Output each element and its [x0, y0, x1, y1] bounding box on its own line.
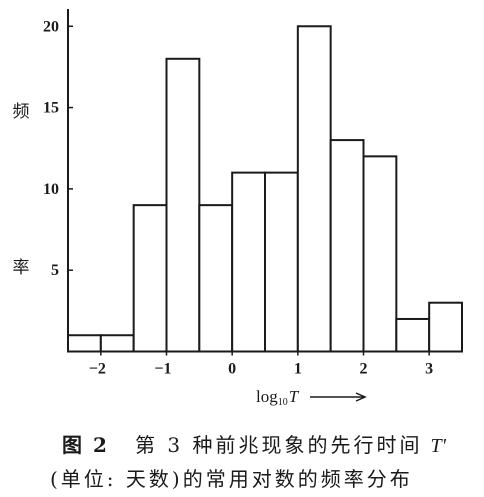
histogram-bar	[132, 204, 168, 353]
histogram-bar	[67, 334, 102, 353]
histogram-bar	[198, 204, 234, 353]
histogram-bar	[296, 25, 332, 353]
histogram-bar	[395, 317, 431, 353]
y-tick-label: 10	[43, 181, 59, 198]
histogram-bar	[99, 334, 135, 353]
histogram-bars	[67, 25, 463, 353]
x-axis-arrow	[310, 392, 367, 402]
x-axis-arrow-head	[355, 392, 367, 402]
x-tick-label: −2	[89, 361, 106, 378]
x-tick-label: 1	[294, 361, 302, 378]
figure-caption-label: 图 2	[62, 433, 109, 457]
x-axis-label-subscript: 10	[277, 397, 288, 408]
histogram-bar	[362, 155, 398, 353]
x-tick-label: 3	[425, 361, 433, 378]
y-tick-label: 5	[51, 262, 59, 279]
x-tick-label: 2	[360, 361, 368, 378]
x-tick-label: −1	[154, 361, 171, 378]
figure-caption-line-1-text: 第 3 种前兆现象的先行时间	[135, 433, 423, 457]
histogram-bar	[165, 57, 201, 353]
y-axis-label: 频率	[12, 102, 30, 278]
histogram-bar	[231, 171, 267, 353]
x-axis-label-symbol: T	[288, 387, 299, 406]
histogram-bar	[264, 171, 299, 353]
x-axis-label-prefix: log	[256, 387, 278, 406]
figure-caption-line-2: (单位: 天数)的常用对数的频率分布	[50, 467, 413, 491]
y-tick-label: 15	[43, 100, 59, 117]
histogram-bar	[428, 301, 463, 353]
histogram-bar	[329, 139, 365, 353]
y-tick-label: 20	[43, 18, 59, 35]
figure-caption-line-1: 第 3 种前兆现象的先行时间 T'	[135, 432, 446, 459]
x-tick-label: 0	[228, 361, 236, 378]
figure-caption-symbol: T'	[430, 435, 446, 457]
x-axis-label: log10T	[256, 386, 298, 408]
